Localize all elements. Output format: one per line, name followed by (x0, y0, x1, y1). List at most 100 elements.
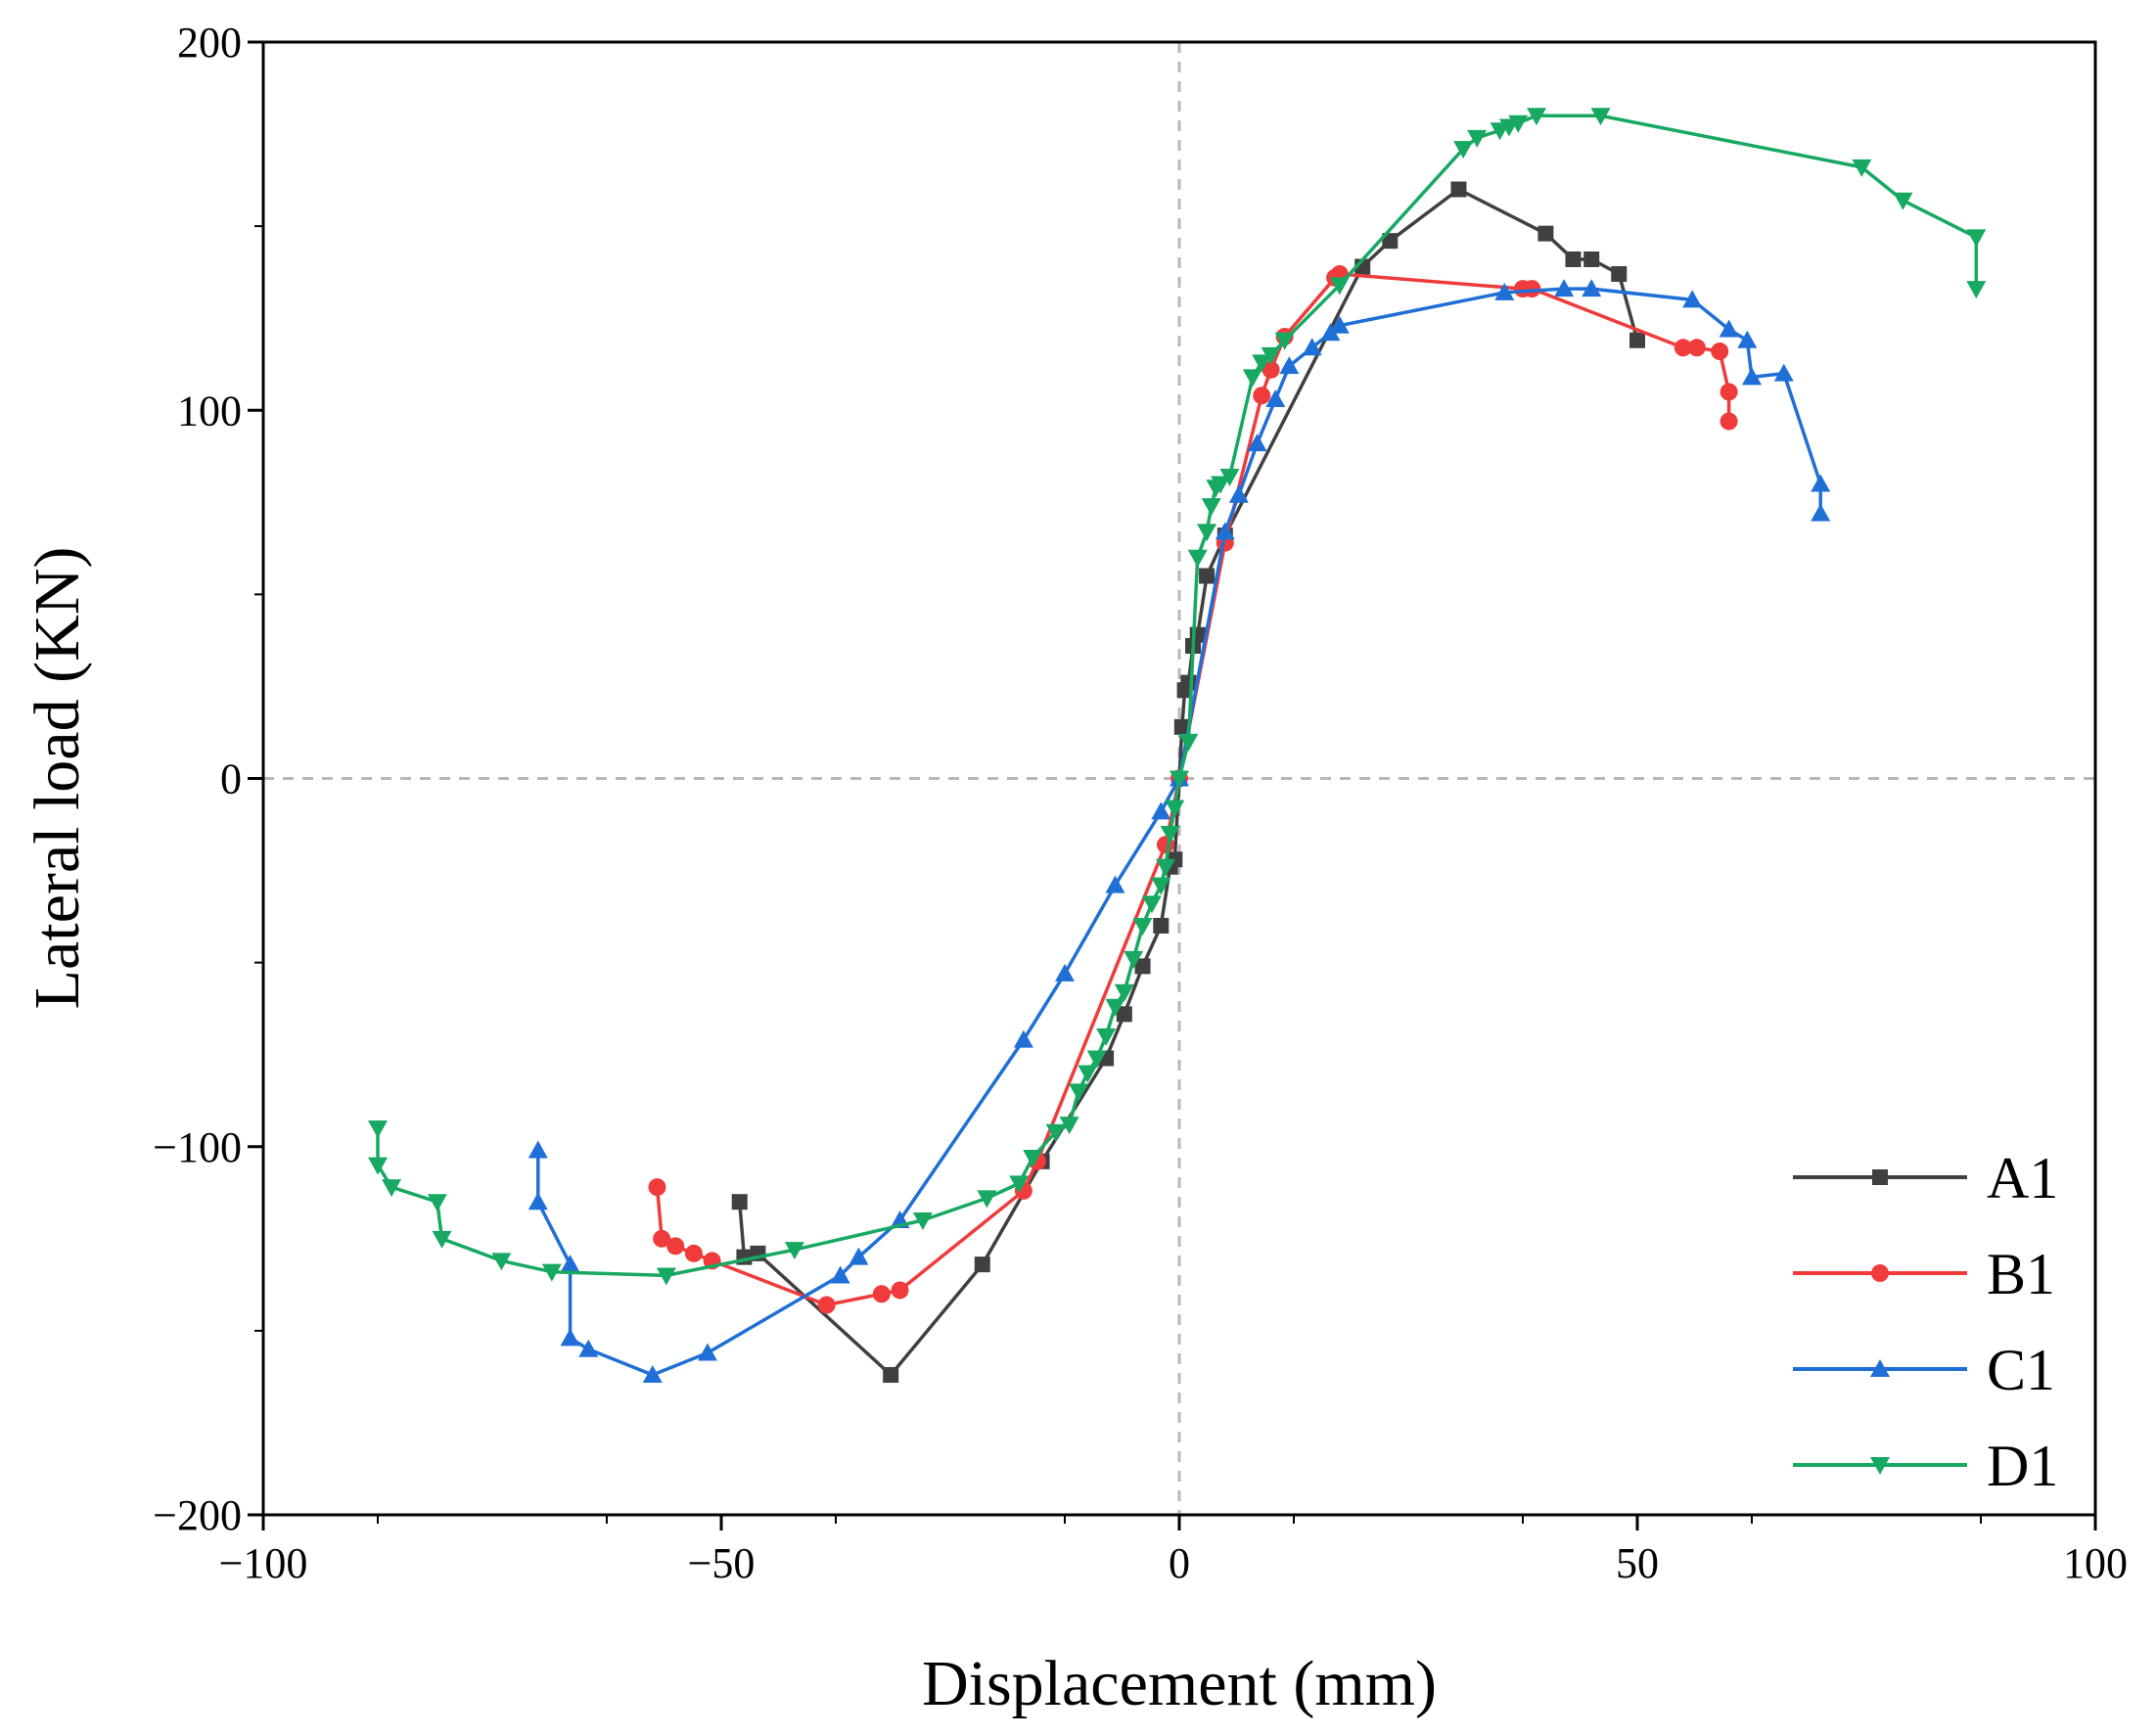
data-point-D1 (1893, 192, 1913, 210)
data-point-B1 (1523, 280, 1541, 298)
data-point-D1 (1453, 141, 1474, 160)
legend-entry-D1: D1 (1793, 1434, 2058, 1498)
data-point-A1 (1450, 181, 1467, 198)
data-point-A1 (883, 1367, 899, 1384)
y-axis-title: Lateral load (KN) (22, 547, 93, 1010)
data-point-D1 (1219, 468, 1240, 486)
data-point-D1 (1252, 354, 1272, 373)
data-point-B1 (666, 1237, 685, 1256)
data-point-D1 (1590, 108, 1611, 126)
data-point-A1 (731, 1194, 748, 1211)
data-point-A1 (1583, 251, 1600, 267)
data-point-B1 (1674, 339, 1692, 357)
data-point-C1 (1329, 315, 1350, 334)
data-point-A1 (1537, 225, 1554, 242)
data-point-D1 (368, 1119, 388, 1138)
data-point-B1 (1687, 339, 1706, 357)
data-point-D1 (1096, 1028, 1117, 1046)
data-point-B1 (653, 1229, 671, 1248)
data-point-C1 (1247, 434, 1267, 452)
data-point-D1 (784, 1242, 804, 1260)
data-point-D1 (1132, 918, 1153, 936)
data-point-B1 (872, 1285, 891, 1303)
data-point-D1 (1086, 1050, 1107, 1069)
data-point-C1 (1494, 282, 1515, 300)
data-point-A1 (1173, 718, 1190, 735)
data-point-D1 (1114, 983, 1134, 1002)
data-point-D1 (1966, 281, 1987, 299)
data-point-C1 (1811, 503, 1831, 522)
data-point-C1 (1742, 367, 1762, 386)
data-point-C1 (528, 1140, 548, 1159)
legend: A1 B1 C1 D1 (1793, 1146, 2058, 1498)
data-point-D1 (1160, 825, 1180, 844)
data-point-D1 (1467, 129, 1488, 148)
data-point-D1 (1165, 799, 1185, 818)
data-point-C1 (1811, 474, 1831, 492)
data-point-A1 (1153, 918, 1170, 934)
data-point-A1 (1199, 568, 1216, 584)
data-point-C1 (1055, 963, 1075, 982)
data-point-C1 (697, 1343, 717, 1361)
data-point-C1 (830, 1265, 850, 1284)
data-point-D1 (1151, 877, 1171, 895)
legend-label: C1 (1987, 1338, 2055, 1402)
data-point-D1 (1178, 733, 1199, 752)
data-point-C1 (528, 1192, 548, 1211)
legend-entry-C1: C1 (1793, 1338, 2055, 1402)
data-point-D1 (1141, 895, 1162, 914)
data-point-D1 (1966, 229, 1987, 248)
x-axis: −100 −50 0 50 100 (219, 1515, 2128, 1587)
data-point-B1 (817, 1296, 836, 1314)
series-line-D1 (376, 114, 1979, 1278)
legend-label: A1 (1987, 1146, 2058, 1211)
y-tick-label: 100 (177, 387, 242, 434)
data-point-D1 (1078, 1065, 1098, 1083)
data-point-D1 (368, 1157, 388, 1175)
data-point-B1 (891, 1281, 909, 1300)
y-tick-label: 0 (220, 755, 242, 803)
data-point-C1 (1737, 330, 1758, 348)
data-point-D1 (656, 1267, 676, 1286)
data-point-D1 (1201, 498, 1221, 517)
data-point-D1 (1187, 549, 1208, 568)
data-point-D1 (1242, 369, 1262, 388)
data-point-C1 (1105, 875, 1125, 893)
data-point-D1 (1508, 114, 1529, 133)
data-point-D1 (541, 1263, 562, 1282)
data-point-C1 (642, 1365, 663, 1384)
legend-label: B1 (1987, 1242, 2055, 1306)
data-point-B1 (1720, 412, 1738, 431)
data-point-B1 (684, 1244, 703, 1262)
series-A1 (731, 181, 1645, 1384)
data-point-D1 (1211, 476, 1231, 494)
data-point-D1 (382, 1179, 402, 1198)
data-point-D1 (491, 1253, 512, 1271)
data-point-C1 (1228, 484, 1249, 503)
data-point-D1 (432, 1230, 452, 1249)
x-tick-label: 50 (1616, 1539, 1659, 1587)
data-point-D1 (1197, 524, 1217, 542)
y-tick-label: 200 (177, 19, 242, 67)
data-point-D1 (1124, 950, 1144, 969)
x-tick-label: 0 (1169, 1539, 1190, 1587)
data-point-D1 (1274, 332, 1295, 350)
x-axis-title: Displacement (mm) (922, 1648, 1437, 1719)
legend-marker (1870, 1457, 1890, 1475)
legend-marker (1870, 1359, 1890, 1377)
data-point-B1 (1261, 360, 1280, 379)
y-tick-label: −200 (153, 1491, 242, 1539)
data-point-D1 (1261, 346, 1281, 365)
data-point-C1 (1265, 388, 1286, 407)
y-tick-label: −100 (153, 1123, 242, 1171)
series-line-B1 (655, 272, 1731, 1307)
series-layer (368, 108, 1987, 1384)
data-point-D1 (912, 1212, 933, 1230)
data-point-D1 (1155, 858, 1175, 877)
legend-entry-A1: A1 (1793, 1146, 2058, 1211)
legend-label: D1 (1987, 1434, 2058, 1498)
legend-marker (1871, 1264, 1889, 1282)
data-point-C1 (578, 1339, 599, 1357)
data-point-D1 (1329, 277, 1350, 296)
